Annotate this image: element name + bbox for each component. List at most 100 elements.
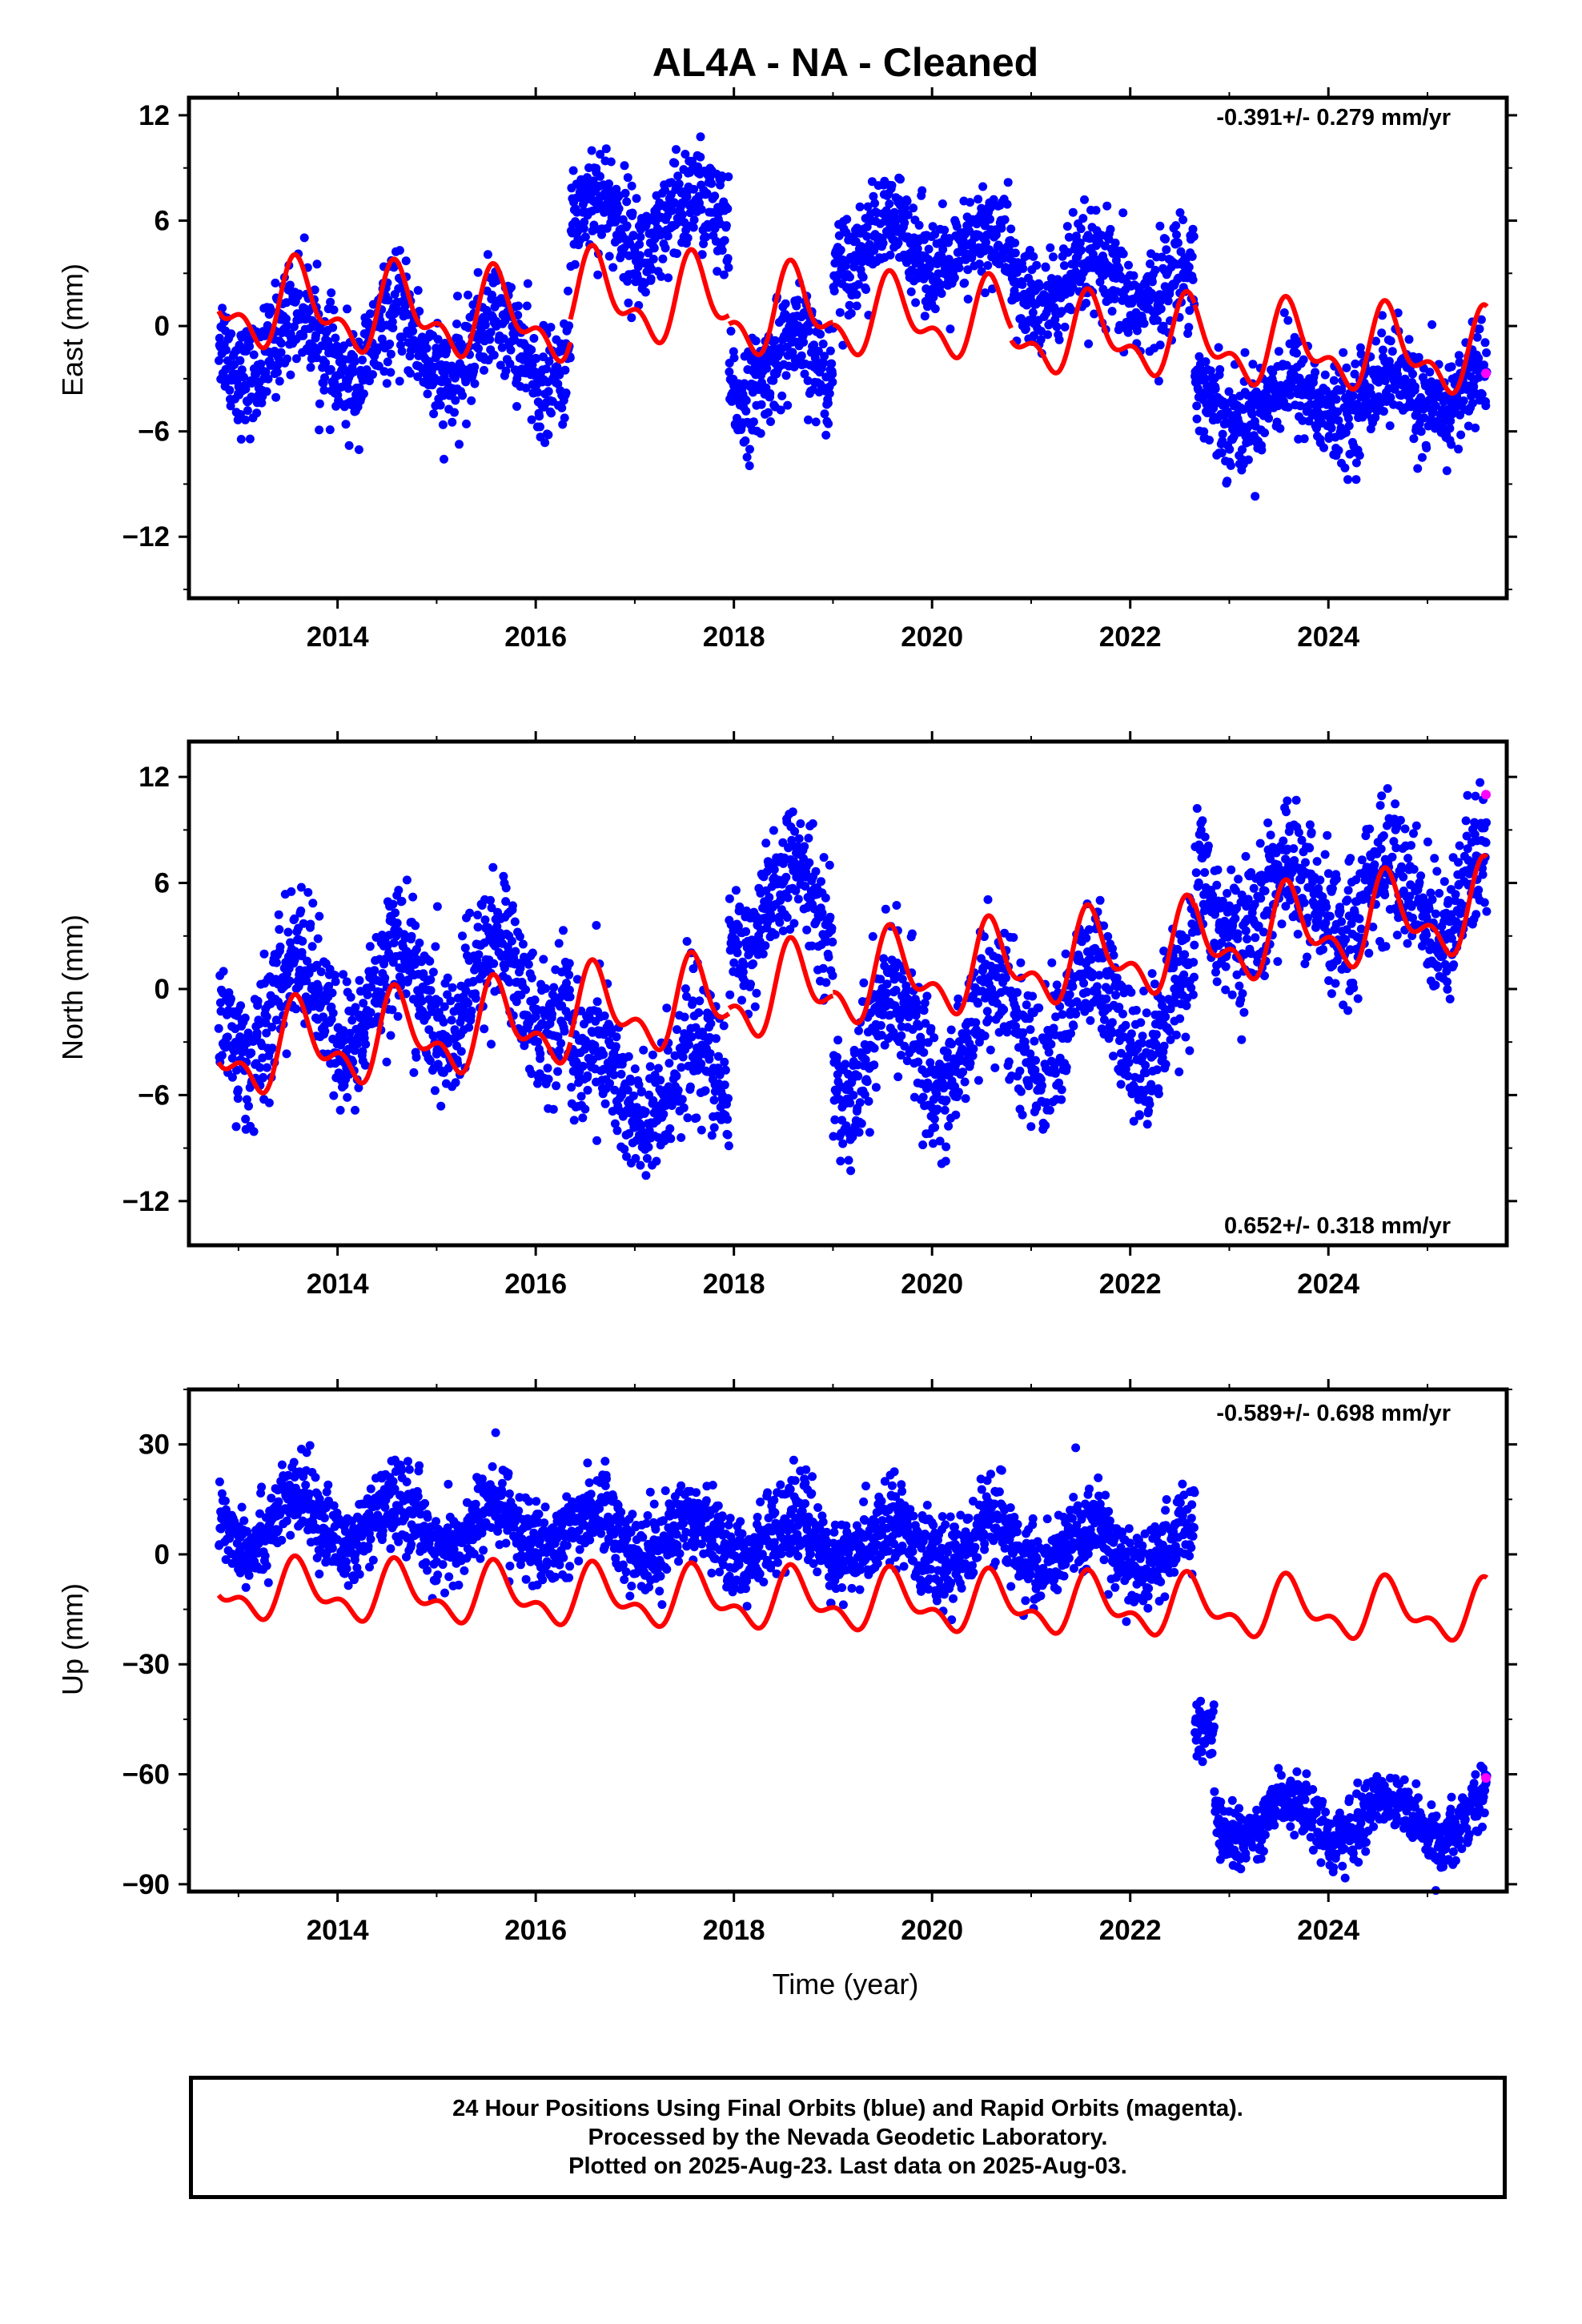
data-point-final [800, 842, 809, 851]
data-point-final [821, 978, 831, 987]
data-point-final [274, 910, 283, 919]
data-point-final [1029, 331, 1038, 340]
data-point-final [697, 205, 706, 214]
data-point-final [285, 976, 295, 986]
data-point-final [986, 1045, 995, 1055]
data-point-final [511, 947, 520, 956]
data-point-final [756, 428, 765, 438]
data-point-final [554, 939, 564, 948]
data-point-final [319, 385, 329, 395]
data-point-final [836, 1156, 845, 1166]
data-point-final [231, 1122, 241, 1132]
data-point-final [425, 1056, 435, 1065]
data-point-final [1404, 335, 1414, 344]
y-tick-label-east: 0 [155, 311, 170, 342]
data-point-final [483, 250, 492, 259]
data-point-final [951, 1110, 961, 1120]
data-point-final [1189, 231, 1199, 241]
data-point-final [717, 246, 727, 255]
data-point-final [836, 245, 845, 255]
data-point-final [1002, 199, 1012, 209]
data-point-final [828, 937, 837, 947]
data-point-final [462, 419, 471, 428]
data-point-final [692, 1113, 701, 1123]
data-point-final [636, 1160, 645, 1170]
data-point-final [946, 324, 955, 334]
data-point-final [296, 906, 306, 915]
data-point-final [683, 233, 693, 243]
data-point-final [474, 950, 484, 959]
data-point-final [628, 1091, 638, 1100]
data-point-final [764, 408, 773, 417]
data-point-final [707, 179, 717, 188]
data-point-final [1118, 208, 1128, 218]
data-point-final [1205, 436, 1214, 445]
data-point-final [1445, 424, 1455, 433]
data-point-final [821, 893, 830, 903]
data-point-final [542, 364, 551, 374]
data-point-final [775, 918, 785, 927]
data-point-final [1091, 206, 1101, 215]
rate-label-east: -0.391+/- 0.279 mm/yr [1216, 105, 1451, 131]
data-point-final [1217, 448, 1227, 457]
data-point-final [1387, 347, 1397, 356]
data-point-final [1414, 352, 1423, 362]
data-point-final [354, 445, 363, 454]
data-point-final [978, 182, 988, 191]
data-point-final [215, 333, 224, 343]
data-point-final [1058, 1010, 1067, 1019]
data-point-final [326, 364, 335, 374]
data-point-final [947, 1039, 957, 1049]
data-point-final [983, 261, 993, 270]
data-point-final [1206, 366, 1215, 376]
data-point-final [222, 345, 231, 355]
data-point-final [1184, 323, 1194, 332]
data-point-final [824, 419, 833, 428]
data-point-final [648, 255, 658, 263]
data-point-final [600, 1011, 609, 1020]
data-point-final [485, 335, 495, 344]
data-point-final [937, 289, 946, 298]
data-point-final [659, 1109, 669, 1119]
data-point-final [395, 246, 404, 255]
data-point-final [758, 949, 768, 959]
data-point-final [666, 1134, 676, 1144]
data-point-final [510, 917, 520, 927]
data-point-final [1064, 232, 1074, 242]
data-point-final [689, 215, 699, 225]
data-point-final [283, 321, 292, 331]
y-tick-label-east: 6 [155, 206, 170, 237]
data-point-final [1016, 314, 1026, 324]
data-point-final [1034, 1003, 1044, 1013]
data-point-final [1154, 376, 1163, 386]
data-point-final [1162, 245, 1171, 255]
data-point-final [960, 278, 970, 287]
data-point-final [845, 272, 854, 282]
data-point-final [267, 1043, 277, 1053]
data-point-final [412, 1052, 421, 1062]
data-point-final [646, 274, 656, 283]
data-point-final [1129, 271, 1138, 280]
data-point-final [612, 1032, 621, 1042]
data-point-final [749, 959, 758, 968]
data-point-final [974, 999, 982, 1008]
data-point-final [401, 256, 411, 266]
data-point-final [579, 223, 588, 233]
data-point-final [1171, 221, 1181, 231]
data-point-final [276, 348, 286, 357]
data-point-final [1454, 444, 1464, 454]
data-point-final [217, 1051, 227, 1060]
data-point-final [853, 1072, 863, 1081]
data-point-final [1329, 376, 1339, 385]
data-point-final [946, 1025, 956, 1035]
data-point-final [824, 952, 833, 962]
data-point-final [331, 977, 340, 987]
data-point-final [346, 992, 355, 1002]
data-point-final [950, 273, 959, 283]
data-point-final [986, 215, 994, 224]
data-point-final [262, 1012, 271, 1022]
data-point-final [1010, 248, 1020, 258]
data-point-final [259, 1072, 268, 1082]
data-point-final [565, 992, 575, 1002]
